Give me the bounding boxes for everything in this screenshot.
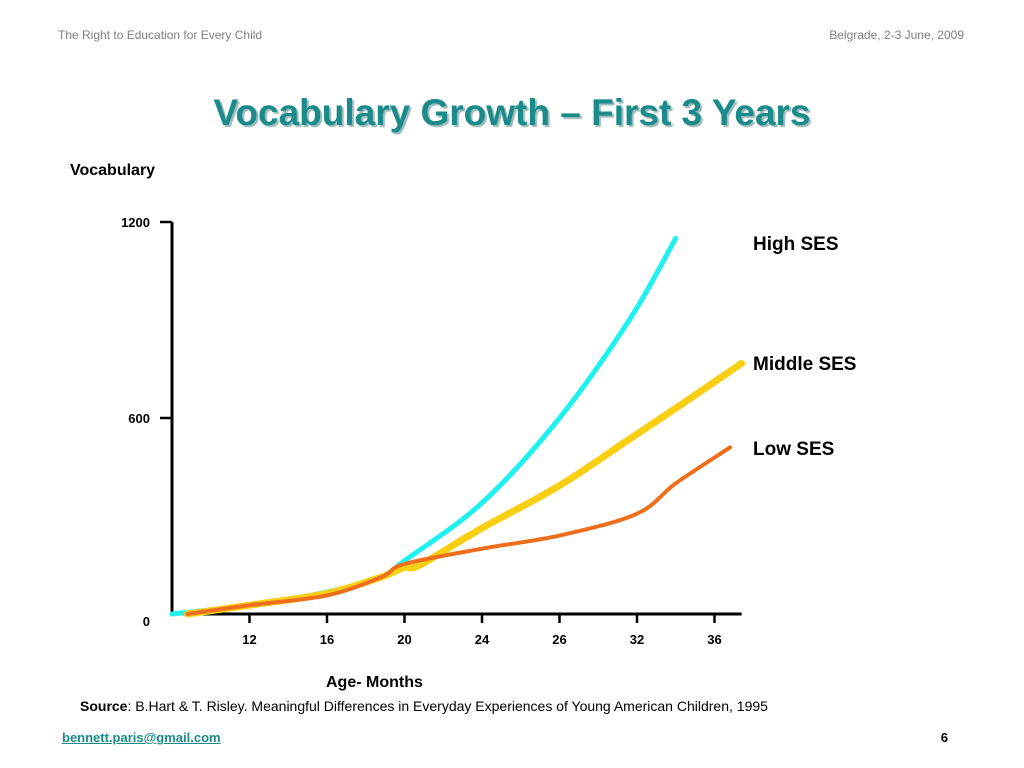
x-tick-label: 32 xyxy=(630,632,644,647)
series-label-middle-ses: Middle SES xyxy=(753,354,856,375)
x-tick-label: 12 xyxy=(242,632,256,647)
series-line-middle-ses xyxy=(184,359,746,618)
page-number: 6 xyxy=(940,730,948,745)
source-citation: Source: B.Hart & T. Risley. Meaningful D… xyxy=(80,698,768,714)
x-axis-title: Age- Months xyxy=(326,674,423,691)
header-event-title: The Right to Education for Every Child xyxy=(58,28,263,42)
footer-email-link[interactable]: bennett.paris@gmail.com xyxy=(62,730,221,745)
series-label-high-ses: High SES xyxy=(753,234,839,255)
chart-labels: 0 600 1200 12 16 20 24 26 32 36 High SES Middle SES… xyxy=(121,215,856,647)
x-tick-label: 16 xyxy=(320,632,334,647)
x-tick-label: 26 xyxy=(552,632,566,647)
x-tick-label: 36 xyxy=(707,632,721,647)
source-text: : B.Hart & T. Risley. Meaningful Differe… xyxy=(127,698,768,714)
y-axis-title: Vocabulary xyxy=(70,162,156,179)
y-tick-label: 600 xyxy=(128,411,150,426)
series-label-low-ses: Low SES xyxy=(753,439,834,460)
chart-axes xyxy=(160,220,742,623)
header-event-date: Belgrade, 2-3 June, 2009 xyxy=(829,28,964,42)
series-line-low-ses xyxy=(185,445,732,616)
x-tick-label: 24 xyxy=(475,632,490,647)
x-tick-label: 20 xyxy=(397,632,411,647)
chart-series-lines xyxy=(169,235,746,618)
source-label: Source xyxy=(80,698,128,714)
y-tick-label: 1200 xyxy=(121,215,150,230)
slide-title: Vocabulary Growth – First 3 Years xyxy=(213,92,811,133)
y-tick-label: 0 xyxy=(143,614,150,629)
